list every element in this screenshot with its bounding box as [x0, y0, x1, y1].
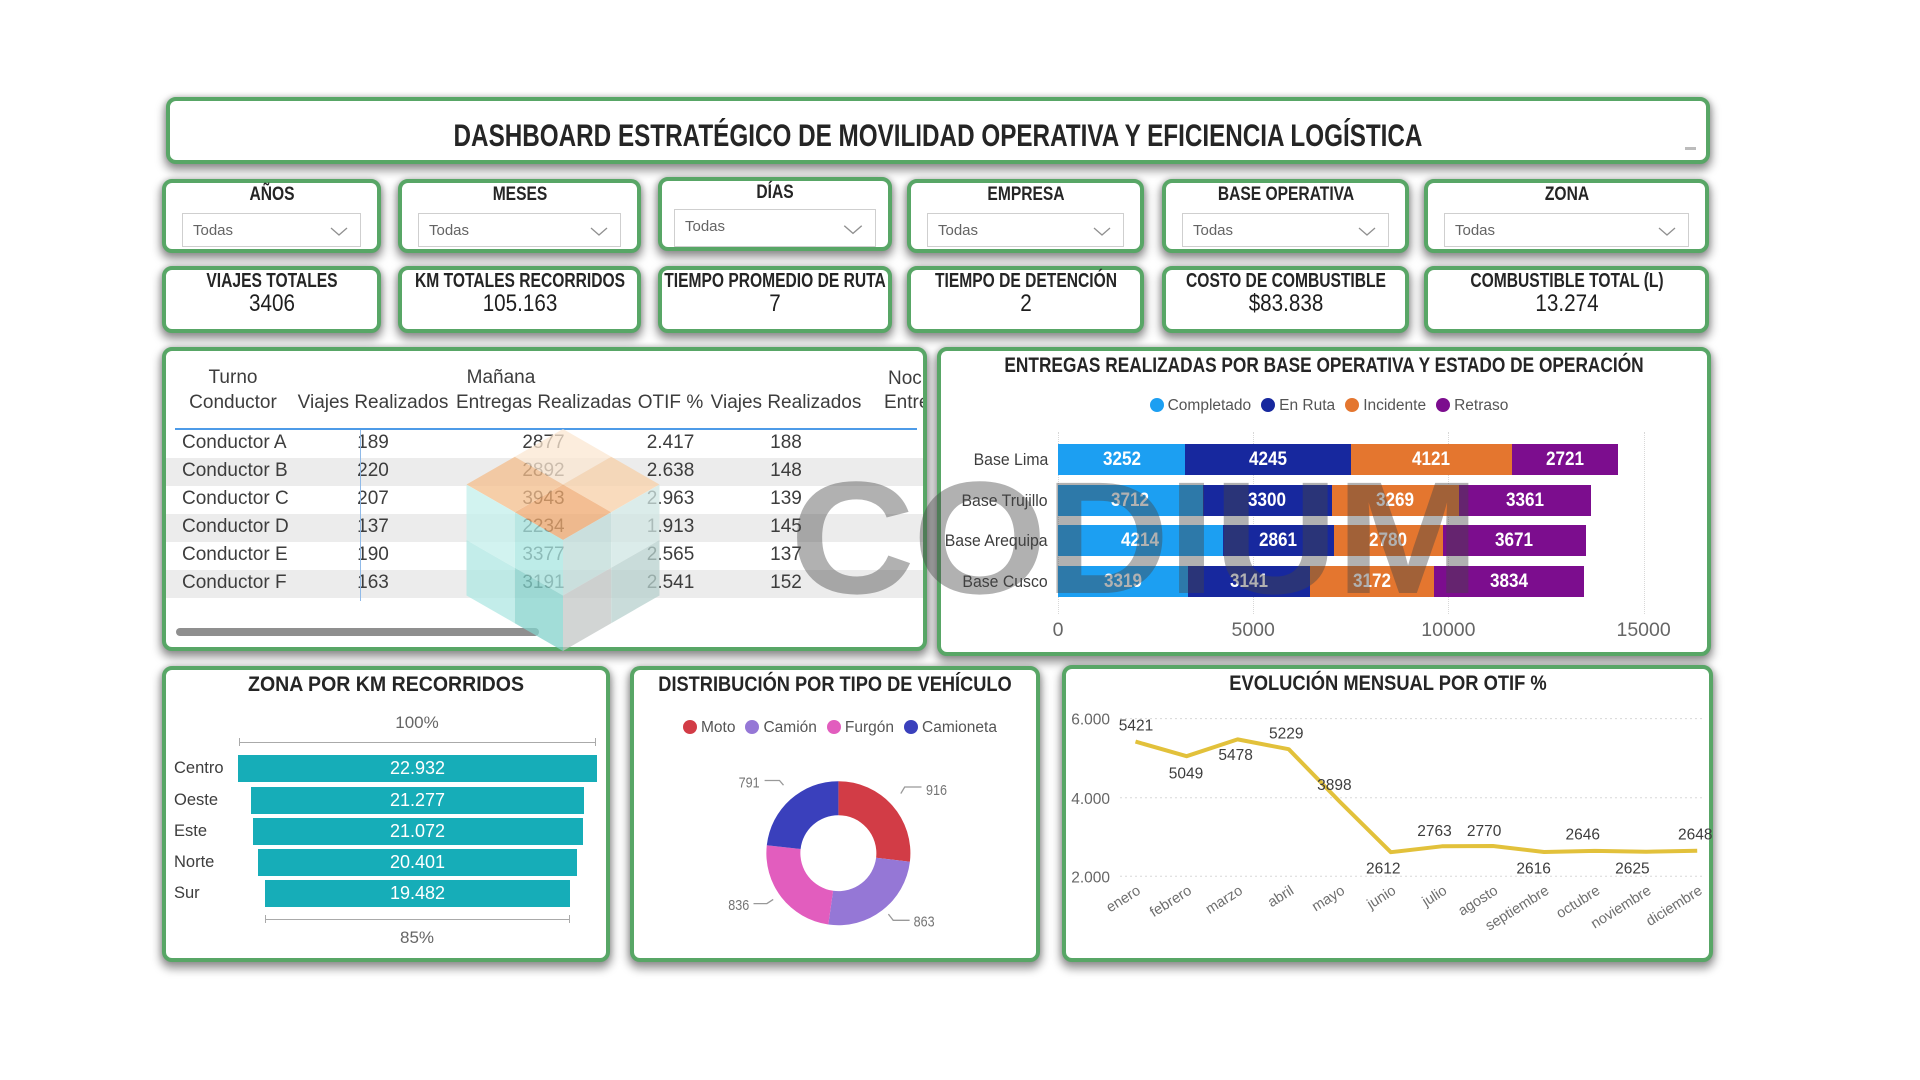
svg-text:marzo: marzo — [1203, 883, 1246, 918]
svg-text:diciembre: diciembre — [1644, 883, 1706, 930]
svg-text:5478: 5478 — [1218, 747, 1252, 764]
svg-text:abril: abril — [1265, 883, 1297, 911]
svg-text:836: 836 — [728, 897, 749, 914]
svg-text:mayo: mayo — [1309, 883, 1348, 915]
svg-text:863: 863 — [914, 914, 935, 931]
svg-text:2763: 2763 — [1417, 823, 1451, 840]
svg-text:5421: 5421 — [1119, 718, 1153, 735]
svg-text:2770: 2770 — [1467, 823, 1502, 840]
svg-text:916: 916 — [926, 782, 947, 799]
svg-text:2616: 2616 — [1516, 861, 1550, 878]
svg-text:2612: 2612 — [1366, 861, 1400, 878]
svg-text:enero: enero — [1104, 883, 1144, 916]
svg-text:junio: junio — [1364, 883, 1399, 913]
svg-text:3898: 3898 — [1317, 777, 1351, 794]
svg-text:febrero: febrero — [1147, 883, 1194, 921]
svg-text:791: 791 — [739, 775, 760, 792]
svg-text:2648: 2648 — [1678, 826, 1712, 843]
svg-text:2646: 2646 — [1566, 826, 1600, 843]
svg-text:4.000: 4.000 — [1071, 791, 1110, 808]
svg-text:2625: 2625 — [1615, 861, 1649, 878]
svg-text:6.000: 6.000 — [1071, 712, 1110, 729]
svg-text:5229: 5229 — [1269, 726, 1303, 743]
svg-text:5049: 5049 — [1169, 765, 1203, 782]
svg-text:julio: julio — [1419, 883, 1450, 911]
svg-text:2.000: 2.000 — [1071, 869, 1110, 886]
